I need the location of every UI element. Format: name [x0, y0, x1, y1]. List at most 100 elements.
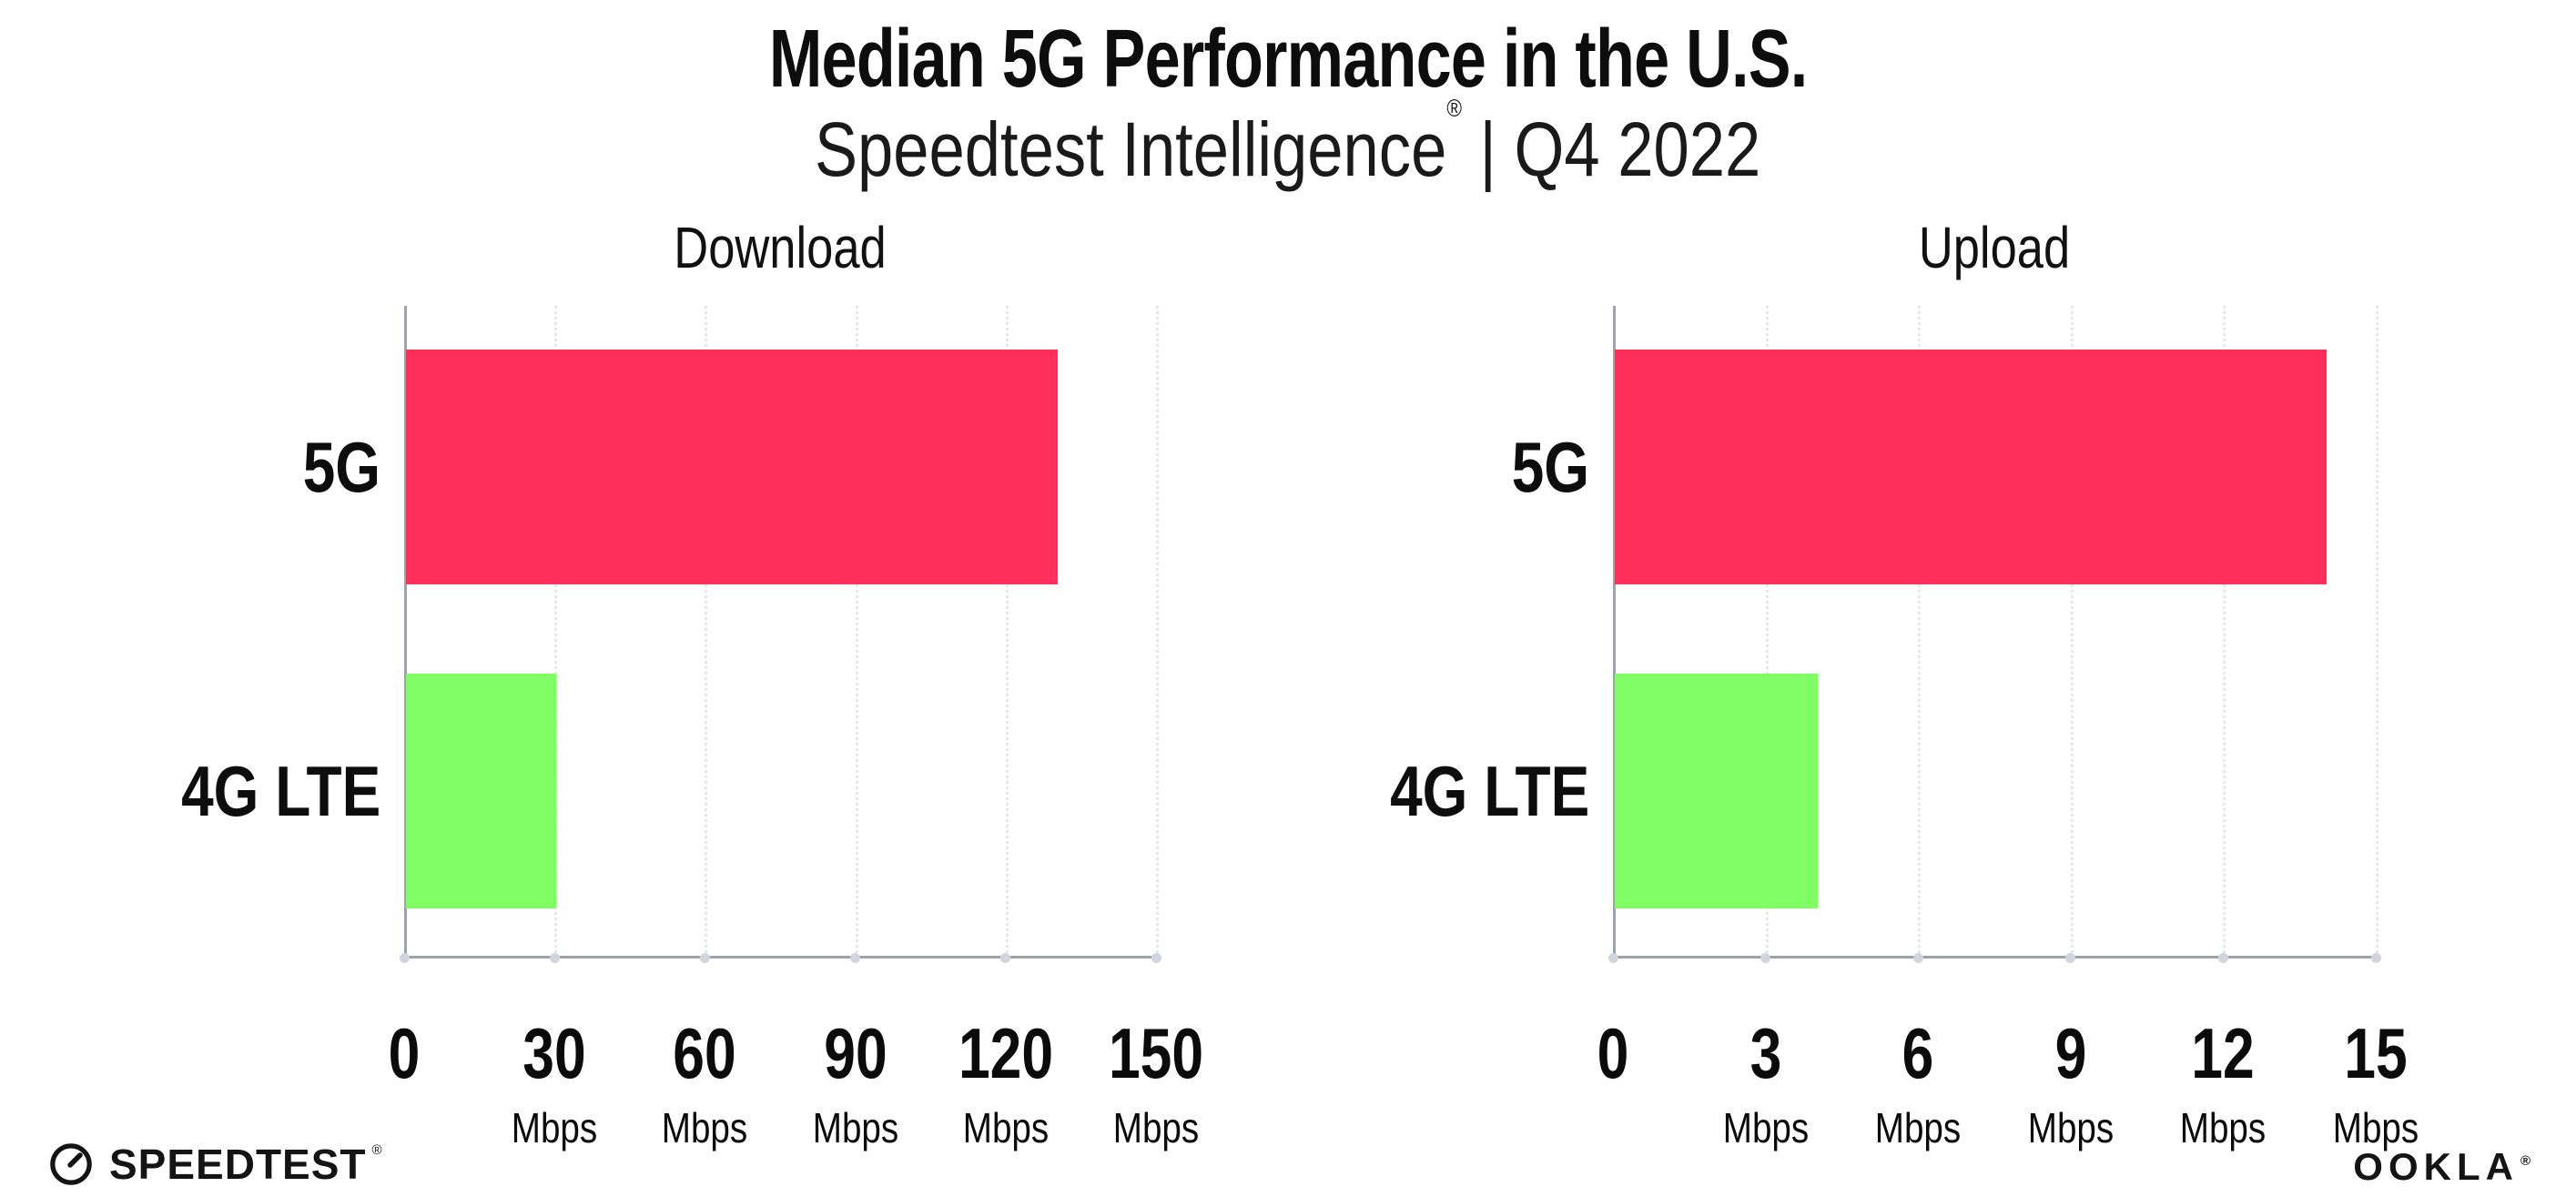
x-tick-unit: Mbps — [1714, 1107, 1816, 1149]
x-tick-value: 90 — [823, 1013, 887, 1093]
axis-tick-dot — [850, 953, 861, 963]
gridline — [2223, 306, 2226, 959]
subtitle-brand: Speedtest Intelligence — [815, 107, 1447, 192]
x-tick-value: 150 — [1108, 1013, 1204, 1093]
page-subtitle-text: Speedtest Intelligence® | Q4 2022 — [815, 95, 1761, 194]
gridline — [1918, 306, 1922, 959]
bar-4g-lte — [1615, 674, 1819, 908]
x-tick-value: 15 — [2344, 1013, 2408, 1093]
x-tick-unit-text: Mbps — [2332, 1104, 2419, 1151]
chart-title-text: Download — [674, 215, 887, 280]
axis-tick-dot — [1760, 953, 1771, 963]
x-tick-value: 0 — [1597, 1013, 1629, 1093]
gridline — [705, 306, 708, 959]
subtitle-period: | Q4 2022 — [1462, 107, 1761, 192]
x-tick-unit: Mbps — [2172, 1107, 2274, 1149]
x-tick-unit: Mbps — [955, 1107, 1057, 1149]
x-tick-unit-text: Mbps — [2180, 1104, 2267, 1151]
speedtest-gauge-icon — [50, 1143, 92, 1185]
bar-5g — [406, 350, 1058, 584]
speedtest-registered-mark-icon: ® — [371, 1141, 382, 1158]
y-axis — [404, 306, 407, 959]
y-axis — [1613, 306, 1616, 959]
gridline — [2376, 306, 2378, 959]
speedtest-logo: SPEEDTEST ® — [47, 1140, 382, 1189]
x-tick-unit: Mbps — [1105, 1107, 1207, 1149]
x-axis — [404, 956, 1156, 959]
x-tick-unit-text: Mbps — [1874, 1104, 1962, 1151]
category-label: 5G — [1289, 431, 1589, 502]
x-tick-label: 15 — [2337, 1018, 2416, 1089]
axis-tick-dot — [1607, 953, 1618, 963]
x-tick-label: 9 — [2051, 1018, 2090, 1089]
ookla-logo-text: OOKLA — [2353, 1145, 2519, 1188]
x-tick-value: 60 — [673, 1013, 737, 1093]
chart-title: Upload — [1902, 218, 2087, 277]
gridline — [554, 306, 558, 959]
x-tick-label: 0 — [1593, 1018, 1632, 1089]
category-label: 4G LTE — [80, 756, 380, 827]
plot-area — [399, 306, 1161, 963]
x-tick-unit: Mbps — [804, 1107, 906, 1149]
x-tick-label: 150 — [1097, 1018, 1215, 1089]
gridline — [2070, 306, 2074, 959]
gridline — [1765, 306, 1769, 959]
x-tick-label: 120 — [947, 1018, 1065, 1089]
x-tick-unit: Mbps — [2020, 1107, 2122, 1149]
x-axis — [1613, 956, 2376, 959]
x-tick-label: 30 — [515, 1018, 594, 1089]
registered-mark-icon: ® — [1446, 94, 1463, 122]
x-tick-value: 30 — [522, 1013, 586, 1093]
page-title-text: Median 5G Performance in the U.S. — [768, 14, 1808, 105]
page-subtitle: Speedtest Intelligence® | Q4 2022 — [0, 95, 2576, 194]
ookla-registered-mark-icon: ® — [2520, 1153, 2536, 1169]
bar-4g-lte — [406, 674, 557, 908]
speedtest-logo-text: SPEEDTEST — [109, 1141, 367, 1188]
chart-title: Download — [651, 218, 910, 277]
axis-tick-dot — [399, 953, 410, 963]
ookla-logo: OOKLA ® — [2353, 1145, 2534, 1189]
category-label-text: 4G LTE — [1389, 751, 1589, 831]
x-tick-value: 6 — [1902, 1013, 1934, 1093]
x-tick-label: 90 — [816, 1018, 895, 1089]
x-tick-value: 9 — [2054, 1013, 2087, 1093]
x-tick-unit-text: Mbps — [1112, 1104, 1200, 1151]
bar-5g — [1615, 350, 2328, 584]
axis-tick-dot — [2370, 953, 2381, 963]
x-tick-value: 12 — [2191, 1013, 2256, 1093]
x-tick-unit-text: Mbps — [662, 1104, 748, 1151]
x-tick-label: 12 — [2184, 1018, 2263, 1089]
x-tick-label: 6 — [1898, 1018, 1937, 1089]
axis-tick-dot — [1912, 953, 1923, 963]
category-label: 4G LTE — [1289, 756, 1589, 827]
axis-tick-dot — [2065, 953, 2076, 963]
x-tick-unit: Mbps — [654, 1107, 756, 1149]
x-tick-value: 120 — [958, 1013, 1053, 1093]
gridline — [1005, 306, 1009, 959]
x-tick-label: 0 — [384, 1018, 423, 1089]
axis-tick-dot — [1151, 953, 1161, 963]
plot-area — [1607, 306, 2381, 963]
x-tick-label: 60 — [665, 1018, 745, 1089]
gridline — [1156, 306, 1159, 959]
x-tick-unit: Mbps — [1867, 1107, 1969, 1149]
x-tick-unit-text: Mbps — [1722, 1104, 1809, 1151]
x-tick-unit-text: Mbps — [511, 1104, 598, 1151]
category-label-text: 4G LTE — [180, 751, 380, 831]
category-label: 5G — [80, 431, 380, 502]
x-tick-unit: Mbps — [503, 1107, 605, 1149]
x-tick-unit-text: Mbps — [962, 1104, 1050, 1151]
x-tick-unit-text: Mbps — [812, 1104, 898, 1151]
x-tick-value: 3 — [1749, 1013, 1781, 1093]
axis-tick-dot — [2217, 953, 2228, 963]
x-tick-value: 0 — [388, 1013, 421, 1093]
axis-tick-dot — [1000, 953, 1011, 963]
category-label-text: 5G — [1511, 427, 1589, 507]
page-title: Median 5G Performance in the U.S. — [0, 13, 2576, 107]
x-tick-unit: Mbps — [2325, 1107, 2427, 1149]
chart-title-text: Upload — [1918, 215, 2071, 280]
gridline — [855, 306, 858, 959]
